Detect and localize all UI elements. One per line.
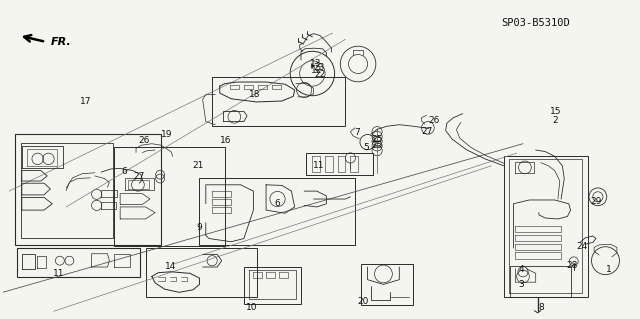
Text: 7: 7	[354, 128, 360, 137]
Bar	[504, 156, 588, 297]
Text: 12: 12	[310, 66, 322, 75]
Bar	[510, 266, 571, 297]
Bar	[145, 248, 257, 297]
Bar	[20, 143, 113, 238]
Text: 6: 6	[274, 199, 280, 208]
Bar	[212, 77, 346, 126]
Bar	[17, 248, 140, 277]
Text: 15: 15	[550, 107, 562, 116]
Bar	[244, 267, 301, 304]
Text: 27: 27	[134, 172, 145, 182]
Text: 27: 27	[421, 127, 432, 136]
Text: 26: 26	[138, 136, 149, 145]
Text: 3: 3	[518, 280, 524, 289]
Bar	[200, 178, 355, 245]
Text: 28: 28	[567, 261, 578, 270]
Text: 2: 2	[552, 116, 557, 125]
Text: 8: 8	[538, 303, 543, 312]
Bar	[114, 147, 225, 246]
Bar	[306, 153, 372, 175]
Text: 24: 24	[577, 242, 588, 251]
Text: 5: 5	[364, 143, 369, 152]
Bar	[361, 264, 413, 305]
Text: 16: 16	[220, 136, 232, 145]
Text: 26: 26	[429, 116, 440, 125]
Text: 6: 6	[122, 167, 127, 176]
Text: 20: 20	[358, 297, 369, 306]
Text: 17: 17	[79, 97, 91, 107]
Text: 9: 9	[196, 223, 202, 232]
Text: 14: 14	[165, 262, 177, 271]
Text: 13: 13	[310, 59, 322, 68]
Bar	[509, 159, 582, 293]
Text: FR.: FR.	[51, 38, 72, 48]
Text: 22: 22	[314, 70, 326, 79]
Text: 25: 25	[371, 141, 383, 150]
Bar	[15, 134, 161, 245]
Text: 10: 10	[246, 303, 258, 312]
Text: 4: 4	[518, 265, 524, 274]
Text: SP03-B5310D: SP03-B5310D	[501, 18, 570, 28]
Text: 18: 18	[249, 90, 260, 99]
Text: 19: 19	[161, 130, 172, 139]
Text: 11: 11	[313, 161, 324, 170]
Text: 25: 25	[371, 135, 383, 145]
Text: 11: 11	[53, 270, 65, 278]
Text: 21: 21	[192, 161, 204, 170]
Text: 29: 29	[590, 197, 602, 206]
Text: 23: 23	[313, 63, 324, 72]
Text: 1: 1	[606, 265, 612, 274]
